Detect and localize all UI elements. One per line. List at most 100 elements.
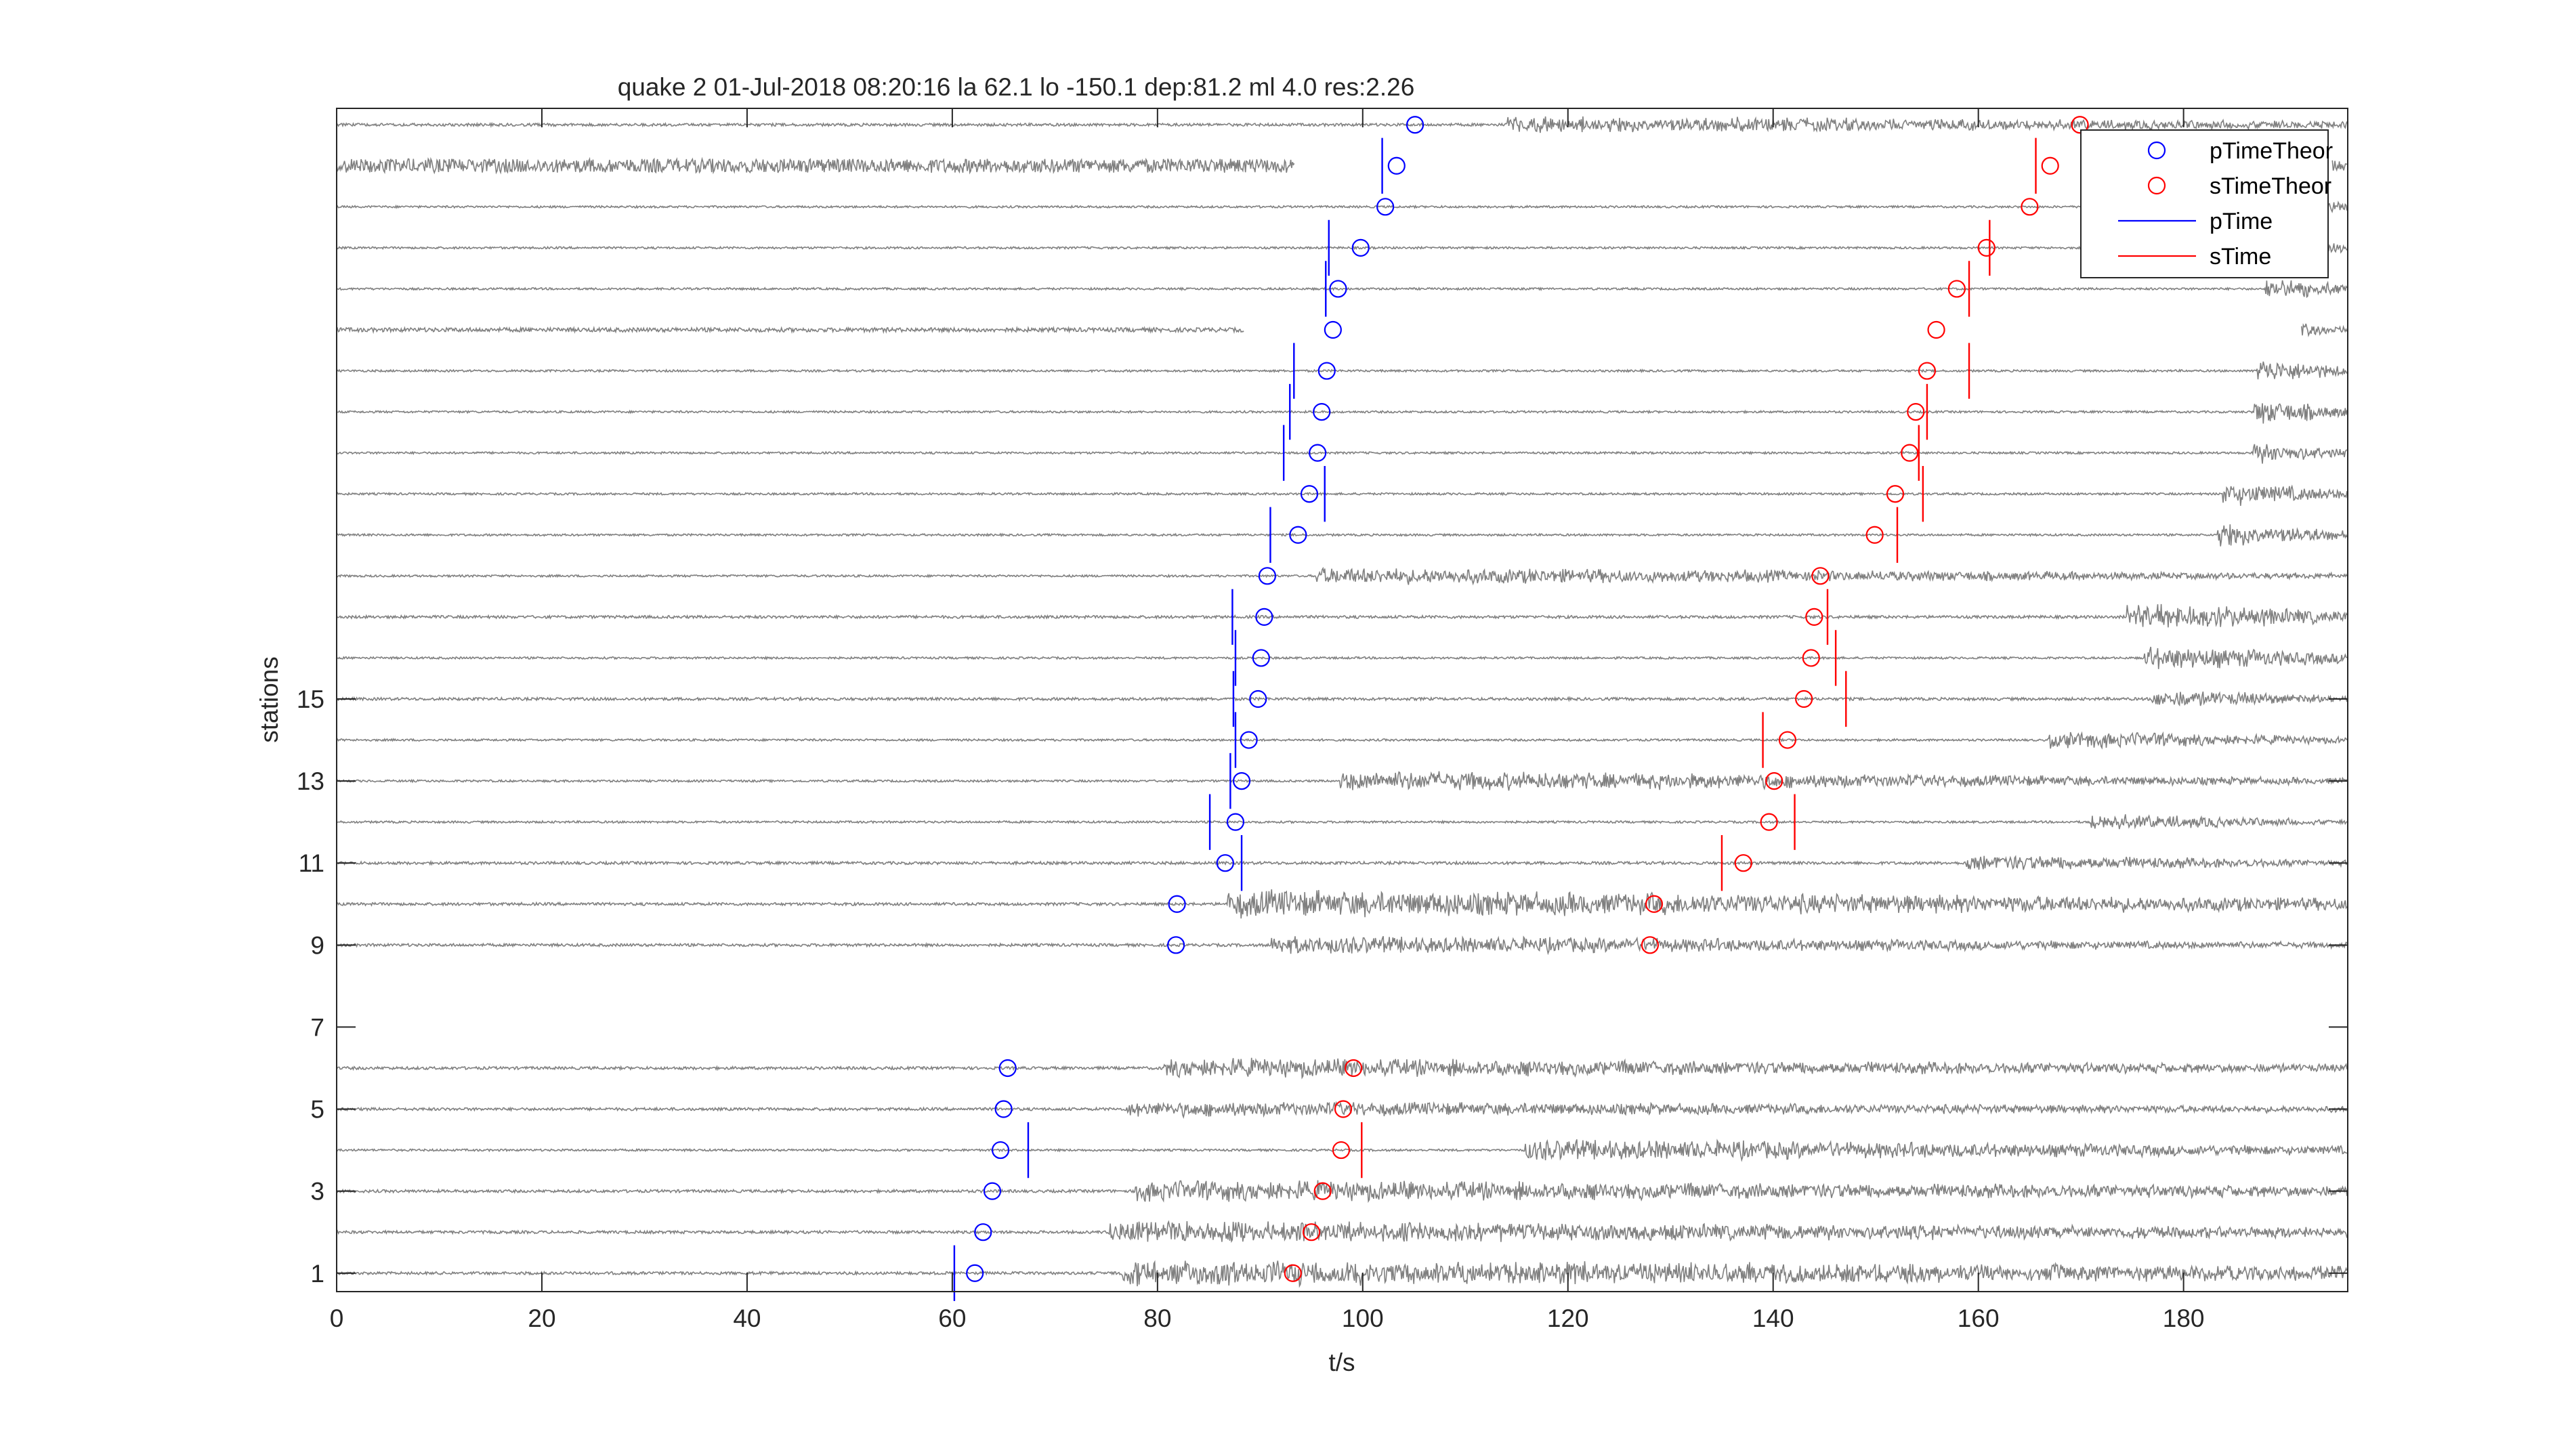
sTimeTheor-marker [1901,444,1919,462]
pTimeTheor-marker [1255,608,1273,626]
trace-station-24 [2301,323,2348,337]
trace-station-16 [336,646,2348,669]
x-tick-label: 100 [1342,1304,1384,1332]
sTimeTheor-marker [1641,936,1660,954]
pTimeTheor-marker [1216,854,1234,872]
x-axis: 0 20 40 60 80 100 120 140 160 180 [330,108,2205,1332]
sTimeTheor-marker [1805,608,1823,626]
legend-label-pTimeTheor: pTimeTheor [2210,138,2333,164]
x-tick-label: 140 [1752,1304,1794,1332]
y-tick-label: 11 [299,849,324,877]
y-tick-label: 1 [310,1260,324,1288]
pTimeTheor-marker [974,1223,992,1241]
trace-station-21 [336,444,2348,464]
sTimeTheor-marker [1795,689,1813,708]
sTimeTheor-marker [2041,156,2059,175]
x-tick-label: 20 [528,1304,555,1332]
pTimeTheor-marker [1300,485,1319,503]
pTimeTheor-marker [1252,649,1270,667]
trace-station-22 [336,403,2348,424]
trace-station-28 [2331,160,2348,172]
chart-title: quake 2 01-Jul-2018 08:20:16 la 62.1 lo … [618,73,1415,101]
pTimeTheor-marker [1376,198,1395,216]
legend-label-pTime: pTime [2210,209,2273,234]
trace-station-20 [336,484,2348,506]
trace-station-4 [336,1139,2348,1162]
sTimeTheor-marker [1865,526,1884,544]
trace-station-6 [336,1057,2348,1080]
pTimeTheor-marker [1309,444,1327,462]
y-tick-label: 15 [297,685,324,713]
sTimeTheor-marker [1811,567,1830,585]
x-tick-label: 60 [938,1304,966,1332]
trace-station-5 [336,1101,2347,1119]
trace-station-3 [336,1180,2348,1204]
y-tick-label: 7 [310,1013,324,1041]
x-axis-label: t/s [1328,1349,1355,1376]
trace-station-18 [336,566,2348,586]
sTimeTheor-marker [1947,280,1966,298]
sTimeTheor-marker [1313,1182,1332,1200]
sTimeTheor-marker [1778,731,1797,749]
y-tick-label: 13 [297,767,324,795]
sTimeTheor-marker [1734,854,1752,872]
trace-station-1 [336,1260,2348,1288]
pTimeTheor-marker [991,1141,1010,1160]
sTimeTheor-marker [2021,198,2039,216]
sTimeTheor-marker [1802,649,1820,667]
legend-label-sTime: sTime [2210,244,2271,270]
trace-station-28 [336,156,1295,175]
pTimeTheor-marker [1168,895,1186,913]
trace-station-26 [336,240,2348,257]
legend: pTimeTheor sTimeTheor pTime sTime [2080,129,2333,278]
pTimeTheor-marker [1329,280,1347,298]
plot-frame [336,108,2348,1292]
trace-station-23 [336,361,2348,380]
sTimeTheor-marker [1345,1059,1363,1078]
sTimeTheor-marker [1334,1100,1353,1118]
x-tick-label: 0 [330,1304,344,1332]
pTimeTheor-marker [966,1264,984,1282]
trace-station-19 [336,524,2348,547]
legend-box [2080,129,2329,278]
sTimeTheor-marker [1765,771,1783,790]
sTimeTheor-marker [1977,238,1996,257]
sTimeTheor-marker [1886,485,1905,503]
pTimeTheor-marker [1387,156,1406,175]
sTimeTheor-marker [1302,1223,1321,1241]
sTimeTheor-marker [1907,403,1925,421]
pTimeTheor-marker [1313,403,1331,421]
x-tick-label: 40 [733,1304,761,1332]
trace-station-2 [336,1220,2348,1244]
pTimeTheor-marker [1324,320,1342,339]
pTimeTheor-marker [1167,936,1185,954]
sTimeTheor-marker [1332,1141,1351,1160]
x-tick-label: 160 [1958,1304,2000,1332]
trace-station-12 [336,814,2348,830]
trace-station-29 [336,116,2348,133]
trace-station-24 [336,325,1244,335]
sTimeTheor-marker [1918,362,1937,380]
pTimeTheor-marker [1406,116,1424,134]
legend-label-sTimeTheor: sTimeTheor [2210,173,2331,199]
sTimeTheor-marker [1760,813,1778,831]
x-tick-label: 180 [2163,1304,2205,1332]
sTimeTheor-marker [1284,1264,1302,1282]
y-tick-label: 5 [310,1096,324,1124]
legend-swatch-pTimeTheor [2147,141,2166,160]
pTimeTheor-marker [1226,813,1245,831]
x-tick-label: 120 [1547,1304,1589,1332]
waveform-traces [336,116,2348,1288]
pTimeTheor-marker [998,1059,1017,1078]
trace-station-17 [336,603,2348,628]
sTimeTheor-marker [1645,895,1664,913]
legend-swatch-sTimeTheor [2147,176,2166,195]
pTimeTheor-marker [1232,771,1251,790]
trace-station-13 [336,771,2348,791]
phase-markers [953,116,2089,1301]
trace-station-27 [336,200,2348,213]
y-axis-label: stations [255,656,283,743]
trace-station-14 [336,731,2348,750]
